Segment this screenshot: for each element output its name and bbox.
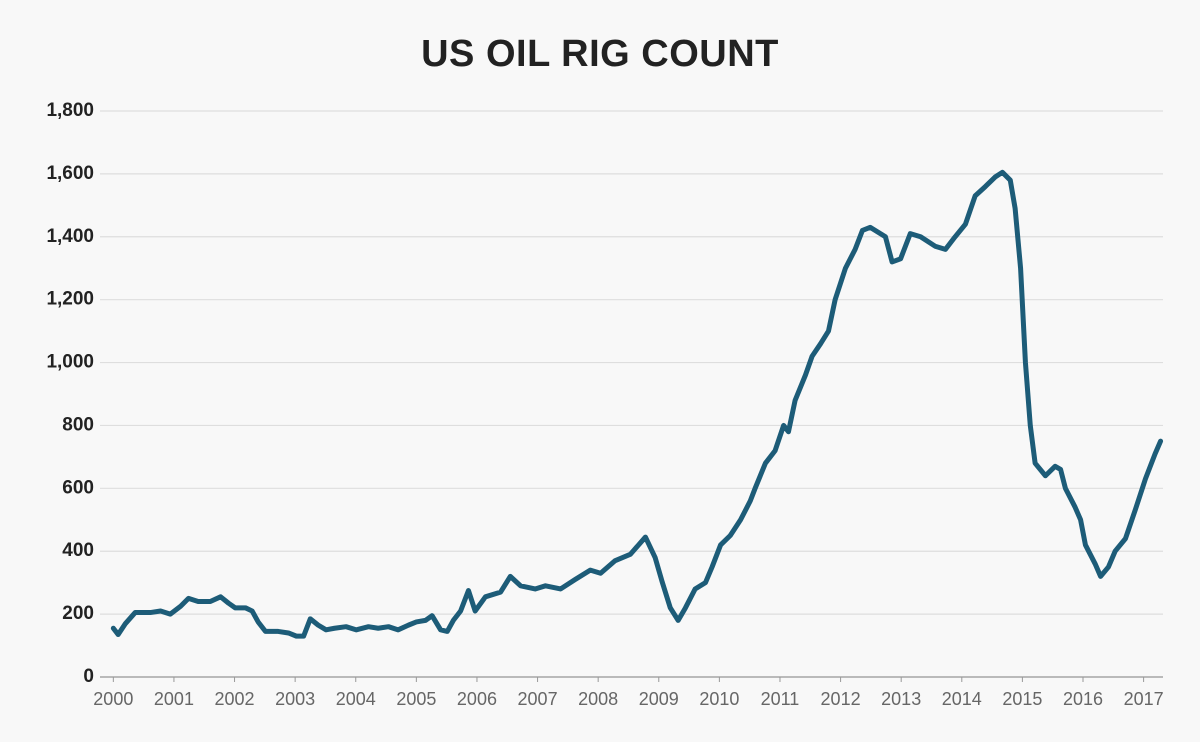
x-tick-label: 2009 — [639, 689, 679, 709]
x-tick-label: 2000 — [93, 689, 133, 709]
x-tick-label: 2014 — [942, 689, 982, 709]
y-tick-label: 0 — [83, 666, 94, 687]
x-tick-label: 2001 — [154, 689, 194, 709]
y-tick-label: 1,200 — [46, 289, 94, 310]
chart-title: US OIL RIG COUNT — [421, 33, 779, 75]
y-tick-label: 1,000 — [46, 352, 94, 373]
x-tick-label: 2007 — [518, 689, 558, 709]
x-tick-label: 2006 — [457, 689, 497, 709]
x-tick-label: 2017 — [1124, 689, 1164, 709]
x-tick-label: 2008 — [578, 689, 618, 709]
x-tick-label: 2002 — [215, 689, 255, 709]
y-tick-label: 1,400 — [46, 226, 94, 247]
y-tick-label: 400 — [62, 540, 94, 561]
line-series — [110, 169, 1164, 639]
x-tick-label: 2015 — [1002, 689, 1042, 709]
y-tick-label: 1,800 — [46, 100, 94, 121]
y-tick-label: 800 — [62, 414, 94, 435]
x-tick-label: 2016 — [1063, 689, 1103, 709]
x-tick-label: 2012 — [821, 689, 861, 709]
y-tick-label: 1,600 — [46, 163, 94, 184]
x-tick-label: 2010 — [699, 689, 739, 709]
x-tick-label: 2004 — [336, 689, 376, 709]
y-tick-label: 600 — [62, 477, 94, 498]
x-tick-label: 2005 — [396, 689, 436, 709]
x-tick-label: 2013 — [881, 689, 921, 709]
x-tick-label: 2011 — [761, 689, 800, 709]
y-tick-label: 200 — [62, 603, 94, 624]
x-tick-label: 2003 — [275, 689, 315, 709]
